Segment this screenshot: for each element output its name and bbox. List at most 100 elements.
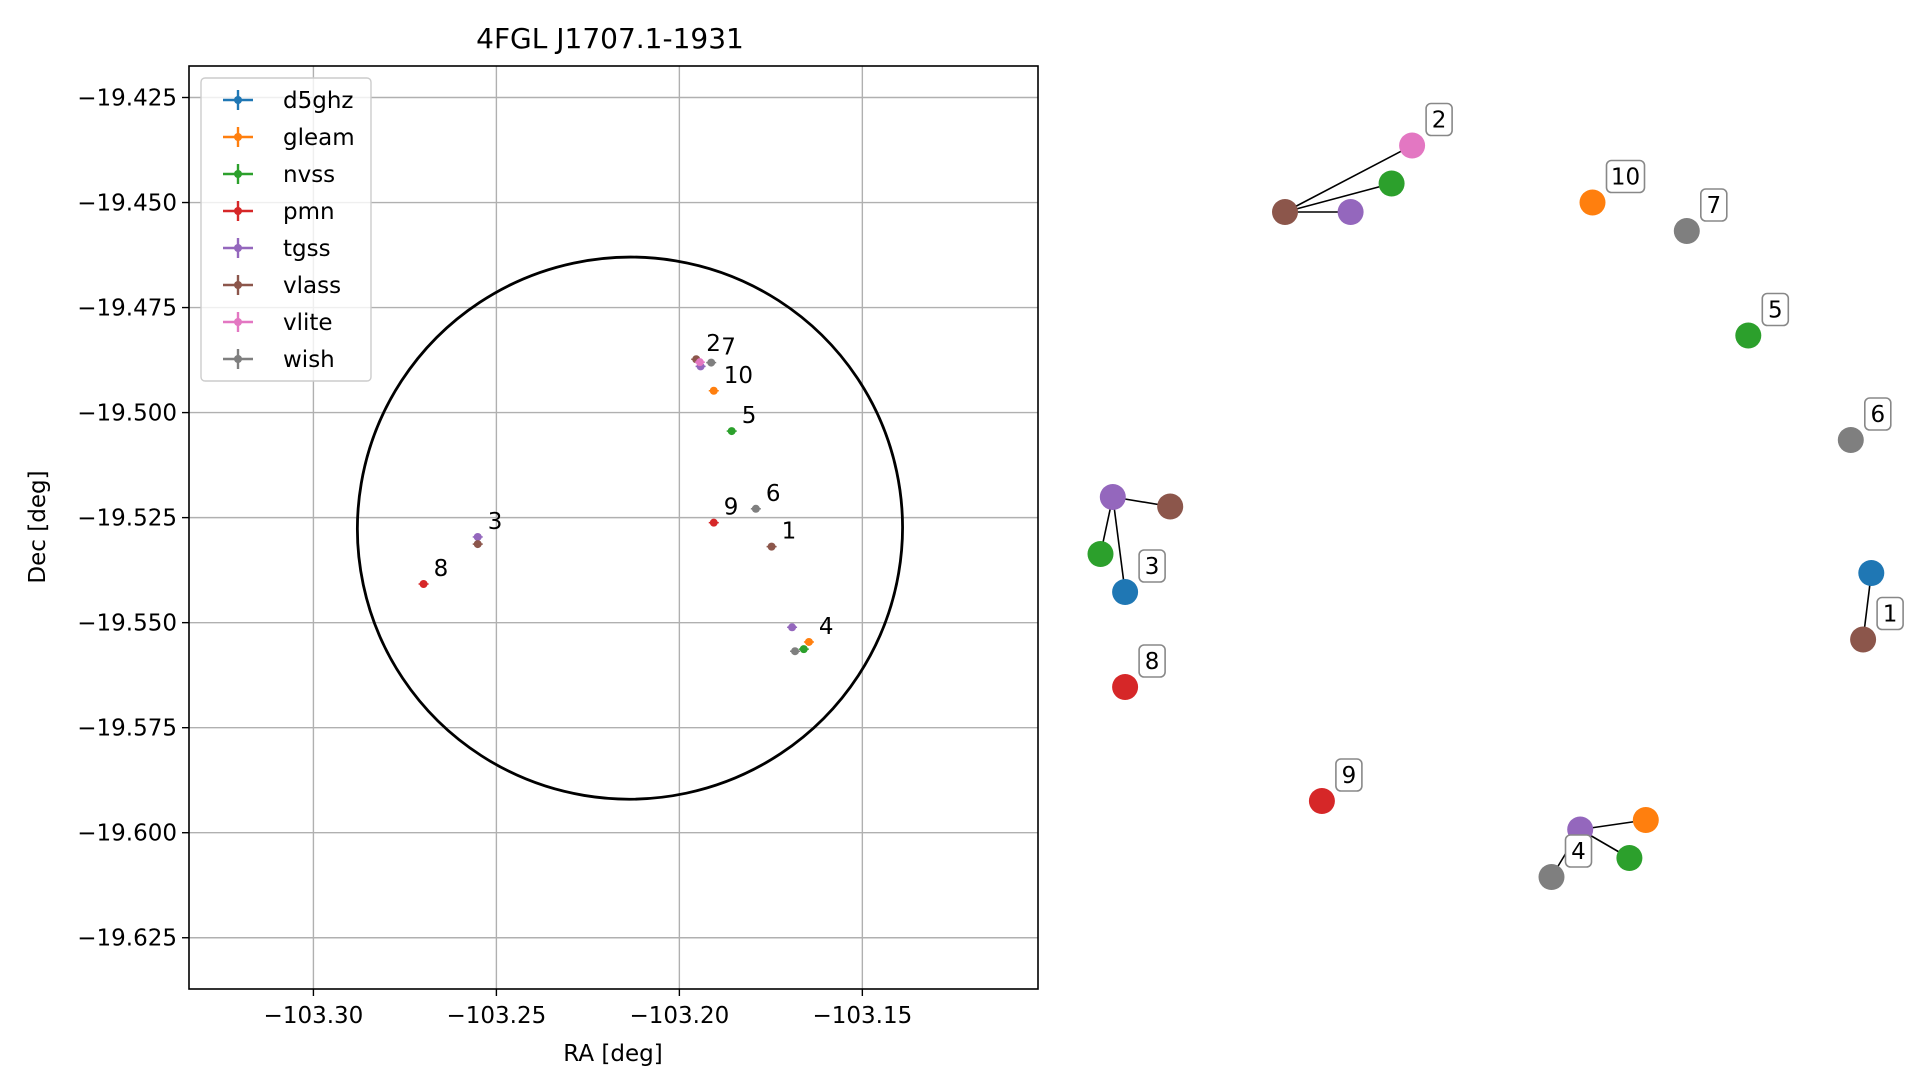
legend-entry-nvss: nvss (283, 162, 335, 188)
point-pmn (709, 518, 718, 527)
group-label: 5 (1768, 298, 1783, 324)
association-node-tgss (1337, 199, 1364, 225)
group-label: 8 (1145, 649, 1160, 675)
association-group-6: 6 (1837, 397, 1892, 453)
association-node-pmn (1112, 674, 1139, 700)
chart-title: 4FGL J1707.1-1931 (476, 22, 744, 55)
association-node-nvss (1087, 541, 1114, 567)
point-gleam (709, 386, 718, 395)
point-label: 5 (742, 403, 757, 429)
association-link (1284, 144, 1413, 213)
association-group-8: 8 (1112, 644, 1166, 700)
point-vlite (695, 358, 704, 367)
group-label-box (1864, 397, 1892, 431)
association-node-gleam (1579, 189, 1606, 216)
legend-entry-vlass: vlass (283, 273, 341, 299)
y-tick-label: −19.625 (77, 926, 177, 952)
legend-entry-pmn: pmn (283, 199, 335, 225)
y-tick-label: −19.575 (77, 716, 177, 742)
association-group-9: 9 (1308, 758, 1363, 814)
legend-marker (234, 281, 242, 289)
point-label: 9 (724, 495, 739, 521)
y-tick-label: −19.550 (77, 611, 177, 637)
group-label: 4 (1571, 839, 1586, 865)
x-tick-label: −103.20 (629, 1003, 729, 1029)
point-nvss (799, 645, 808, 654)
association-group-2: 2 (1272, 102, 1453, 225)
group-label-box (1605, 159, 1646, 194)
group-label-box (1564, 834, 1593, 868)
point-wish (751, 504, 760, 513)
legend-marker (234, 133, 242, 141)
point-gleam (804, 637, 813, 646)
legend: d5ghz gleam nvss pmn tgss vlass vlite wish (200, 77, 372, 382)
point-tgss (473, 532, 482, 541)
point-label: 10 (724, 363, 753, 389)
group-label: 10 (1611, 165, 1640, 191)
association-node-nvss (1378, 170, 1405, 197)
group-label: 3 (1145, 554, 1160, 580)
point-vlass (767, 542, 776, 551)
error-ellipse-shape (356, 255, 904, 801)
right-association-panel: 1 2 3 4 5 6 7 8 9 10 (1087, 102, 1904, 890)
group-label-box (1876, 596, 1904, 631)
association-node-d5ghz (1858, 560, 1885, 586)
association-node-tgss (1099, 484, 1126, 510)
group-label-box (1138, 549, 1166, 583)
point-wish (707, 358, 716, 367)
group-label: 2 (1432, 108, 1447, 134)
x-tick-label: −103.15 (812, 1003, 912, 1029)
association-node-nvss (1735, 322, 1762, 349)
group-label: 9 (1342, 763, 1357, 789)
point-labels: 1 2 3 4 5 6 7 8 9 10 (434, 331, 834, 640)
data-points (418, 355, 814, 656)
association-group-10: 10 (1579, 159, 1646, 216)
legend-box (200, 77, 372, 382)
plot-frame (188, 65, 1039, 990)
point-label: 3 (488, 509, 503, 535)
point-label: 4 (819, 614, 834, 640)
group-label-box (1138, 644, 1166, 678)
association-link (1112, 496, 1126, 593)
group-label-box (1425, 102, 1453, 137)
association-node-nvss (1616, 845, 1643, 871)
group-label-box (1335, 758, 1363, 792)
point-vlass (473, 540, 482, 549)
x-tick-label: −103.30 (264, 1003, 364, 1029)
association-node-vlass (1850, 626, 1877, 653)
y-tick-label: −19.475 (77, 296, 177, 322)
association-node-vlass (1272, 199, 1298, 225)
association-node-wish (1538, 864, 1565, 890)
association-node-vlite (1399, 132, 1426, 159)
y-tick-label: −19.425 (77, 86, 177, 112)
association-group-5: 5 (1735, 292, 1790, 349)
association-node-d5ghz (1112, 579, 1139, 605)
group-label-box (1761, 292, 1790, 327)
legend-marker (234, 355, 242, 363)
association-node-pmn (1308, 788, 1335, 814)
point-nvss (727, 427, 736, 436)
group-label-box (1700, 188, 1728, 222)
legend-entry-gleam: gleam (283, 125, 355, 151)
legend-marker (234, 96, 242, 104)
legend-marker (234, 318, 242, 326)
association-node-wish (1673, 218, 1700, 244)
legend-marker (234, 244, 242, 252)
x-axis-label: RA [deg] (563, 1041, 662, 1067)
point-tgss (788, 623, 797, 632)
y-axis-label: Dec [deg] (25, 470, 51, 583)
association-node-vlass (1157, 493, 1184, 520)
legend-marker (234, 170, 242, 178)
association-group-3: 3 (1087, 484, 1184, 605)
error-ellipse (356, 255, 904, 801)
x-tick-label: −103.25 (447, 1003, 547, 1029)
association-group-7: 7 (1673, 188, 1728, 244)
point-label: 7 (721, 335, 736, 361)
association-group-1: 1 (1850, 560, 1904, 653)
y-axis-ticks: −19.425 −19.450 −19.475 −19.500 −19.525 −19.5… (77, 86, 189, 952)
point-label: 6 (766, 481, 781, 507)
point-pmn (419, 580, 428, 589)
x-axis-ticks: −103.30 −103.25 −103.20 −103.15 (264, 989, 912, 1029)
